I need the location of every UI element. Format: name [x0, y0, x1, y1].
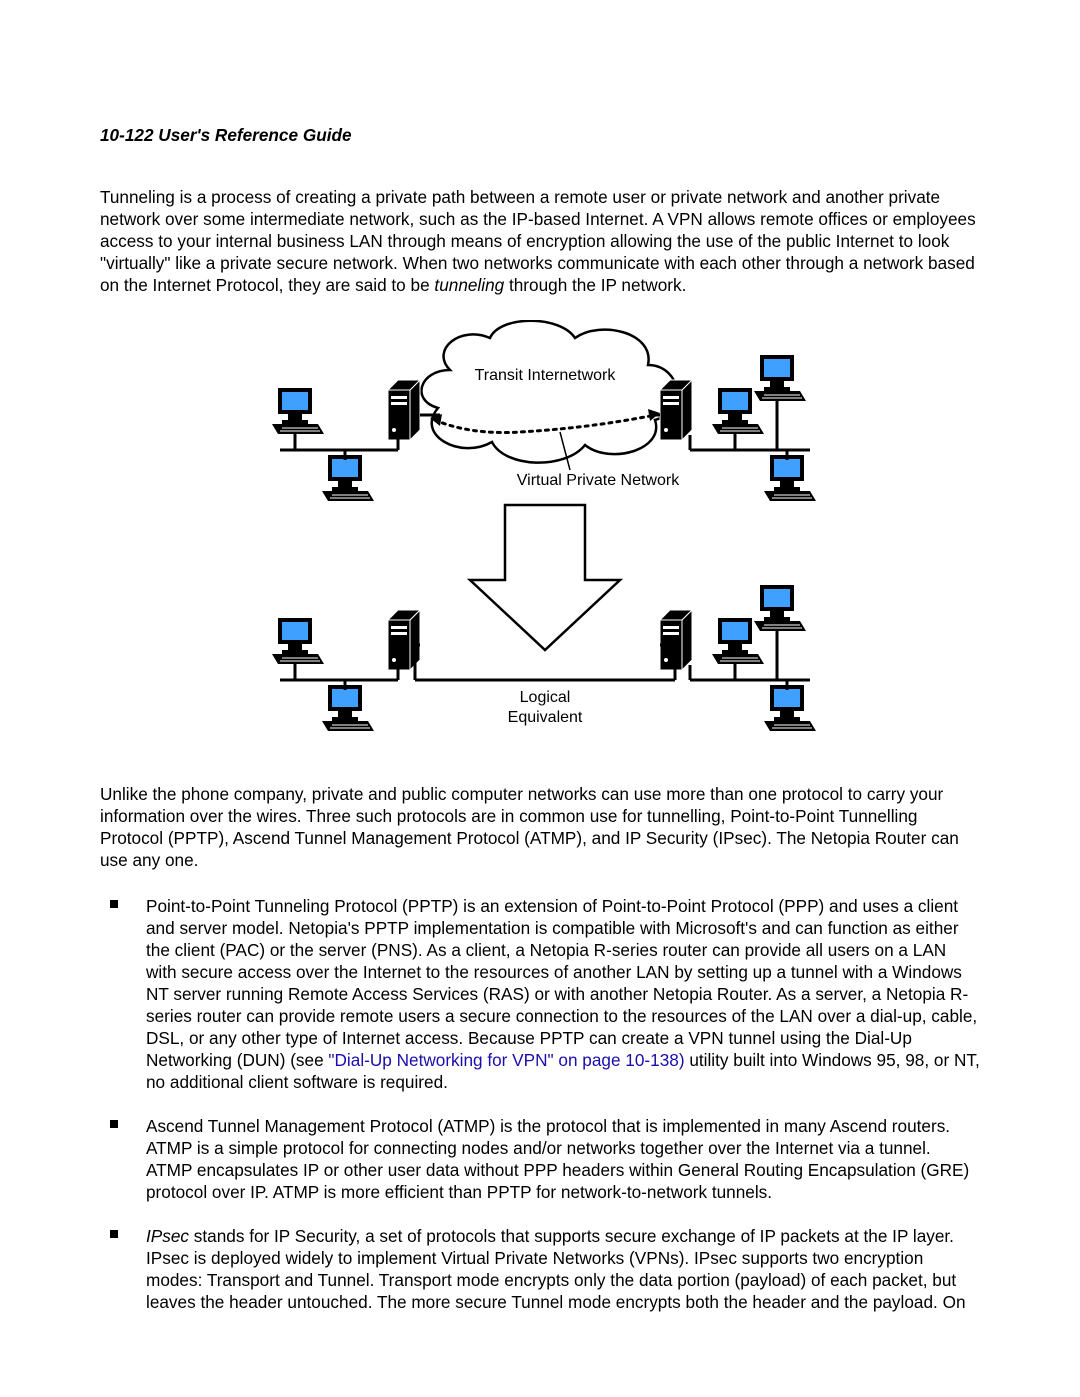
diagram-label-vpn: Virtual Private Network — [517, 472, 680, 489]
vpn-diagram: Transit Internetwork Virtual Private Net… — [260, 320, 820, 755]
intro-text-italic: tunneling — [434, 275, 504, 295]
bullet-body: Point-to-Point Tunneling Protocol (PPTP)… — [146, 895, 980, 1093]
bullet-italic-lead: IPsec — [146, 1226, 189, 1246]
bullet-item-ipsec: IPsec stands for IP Security, a set of p… — [100, 1225, 980, 1313]
intro-paragraph: Tunneling is a process of creating a pri… — [100, 186, 980, 296]
bullet-body: Ascend Tunnel Management Protocol (ATMP)… — [146, 1115, 980, 1203]
bullet-text: stands for IP Security, a set of protoco… — [146, 1226, 966, 1312]
inline-cross-reference-link[interactable]: "Dial-Up Networking for VPN" on page 10-… — [328, 1050, 684, 1070]
bullet-body: IPsec stands for IP Security, a set of p… — [146, 1225, 980, 1313]
bullet-list: Point-to-Point Tunneling Protocol (PPTP)… — [100, 895, 980, 1313]
diagram-container: Transit Internetwork Virtual Private Net… — [100, 320, 980, 755]
bullet-marker-icon — [100, 1225, 146, 1238]
diagram-label-transit: Transit Internetwork — [475, 367, 617, 384]
document-page: 10-122 User's Reference Guide Tunneling … — [0, 0, 1080, 1397]
bullet-marker-icon — [100, 1115, 146, 1128]
intro-text-post: through the IP network. — [504, 275, 686, 295]
bullet-marker-icon — [100, 895, 146, 908]
protocols-paragraph: Unlike the phone company, private and pu… — [100, 783, 980, 871]
page-header: 10-122 User's Reference Guide — [100, 124, 980, 146]
diagram-label-logical1: Logical — [520, 689, 571, 706]
bullet-text: Point-to-Point Tunneling Protocol (PPTP)… — [146, 896, 977, 1070]
bullet-item-pptp: Point-to-Point Tunneling Protocol (PPTP)… — [100, 895, 980, 1093]
diagram-label-logical2: Equivalent — [508, 709, 583, 726]
bullet-item-atmp: Ascend Tunnel Management Protocol (ATMP)… — [100, 1115, 980, 1203]
